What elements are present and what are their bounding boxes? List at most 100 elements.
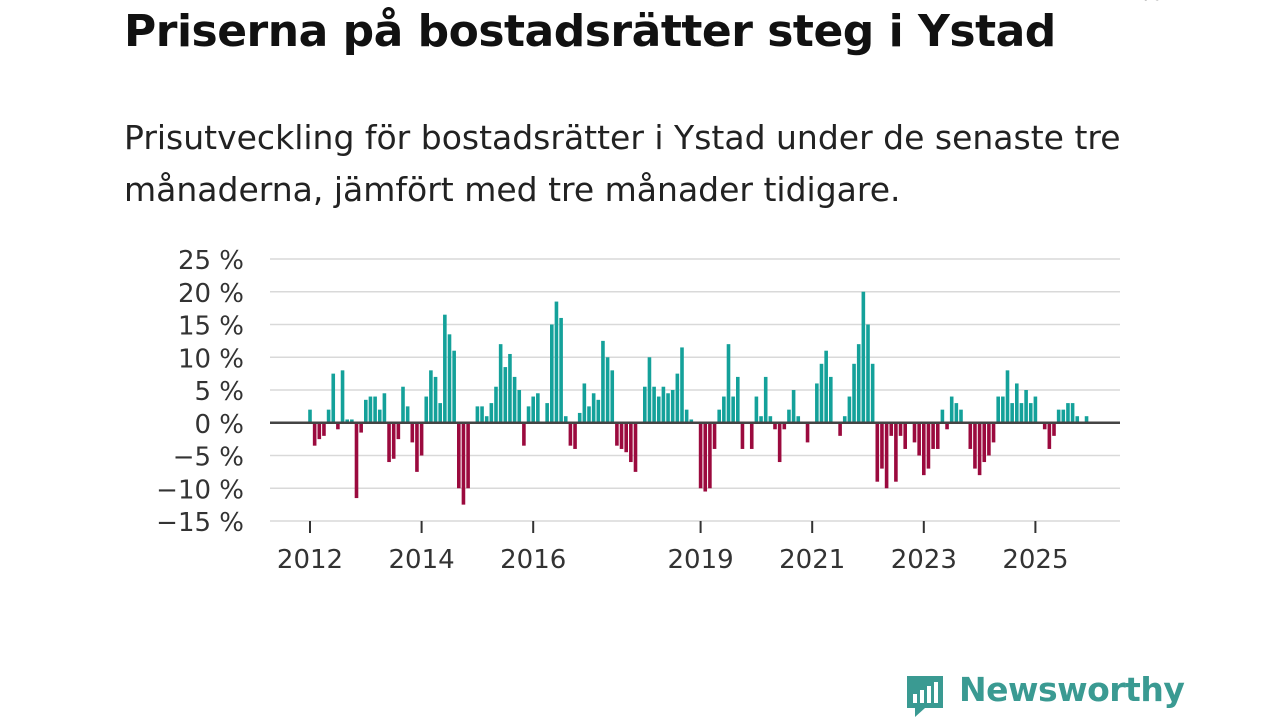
bar — [559, 317, 563, 423]
bar — [1015, 383, 1019, 423]
bar — [759, 416, 763, 423]
bar — [1084, 416, 1089, 423]
bar — [782, 422, 787, 430]
bar — [935, 422, 940, 449]
bar — [1047, 422, 1052, 449]
bar — [1033, 396, 1038, 423]
bar — [903, 422, 907, 449]
y-tick-label: 10 % — [178, 344, 244, 374]
bar — [749, 422, 754, 449]
bar — [680, 347, 684, 423]
y-tick-label: −5 % — [173, 443, 244, 473]
bar — [884, 422, 889, 489]
bar — [898, 422, 903, 436]
bar — [1061, 409, 1066, 423]
bar — [419, 422, 424, 456]
bar — [373, 396, 377, 423]
bar — [629, 422, 633, 463]
bar — [875, 422, 880, 482]
bar — [717, 409, 721, 423]
bar — [508, 353, 512, 423]
bar — [526, 406, 531, 423]
bar — [624, 422, 628, 453]
bar — [768, 416, 773, 423]
bar — [345, 419, 349, 423]
bar — [773, 422, 777, 430]
bar — [1010, 403, 1014, 423]
bar — [838, 422, 842, 436]
bar — [842, 416, 847, 423]
x-tick-label: 2016 — [500, 545, 566, 575]
newsworthy-logo-text: Newsworthy — [959, 670, 1185, 709]
bar — [601, 340, 605, 423]
bar — [647, 357, 652, 423]
bar — [708, 422, 712, 489]
bar — [503, 367, 508, 423]
bar-series — [308, 291, 1089, 505]
bar — [587, 406, 591, 423]
bar — [991, 422, 996, 443]
bar — [917, 422, 921, 456]
bar — [457, 422, 461, 489]
bar — [596, 399, 601, 423]
bar — [815, 383, 819, 423]
bar — [382, 393, 387, 423]
bar — [452, 350, 456, 423]
bar — [1005, 370, 1010, 423]
bar — [312, 422, 317, 446]
x-tick-label: 2019 — [668, 545, 734, 575]
bar — [643, 386, 647, 423]
bar — [438, 403, 442, 423]
chart-title: Priserna på bostadsrätter steg i Ystad — [124, 6, 1056, 57]
bar — [1001, 396, 1005, 423]
bar — [550, 324, 554, 423]
bar — [466, 422, 470, 489]
bar — [396, 422, 401, 440]
bar — [656, 396, 661, 423]
bar — [433, 376, 438, 423]
bar — [712, 422, 717, 449]
bar — [856, 344, 861, 423]
bar — [336, 422, 340, 430]
y-tick-label: 15 % — [178, 312, 244, 342]
bar — [605, 357, 610, 423]
bar — [331, 373, 336, 423]
y-tick-label: 5 % — [194, 377, 244, 407]
y-axis-labels: 25 %20 %15 %10 %5 %0 %−5 %−10 %−15 % — [156, 246, 244, 538]
bar — [787, 409, 791, 423]
bar — [1056, 409, 1061, 423]
y-tick-label: −10 % — [156, 475, 244, 505]
bar — [959, 409, 963, 423]
bar — [740, 422, 745, 449]
bar — [340, 370, 345, 423]
bar — [1019, 403, 1024, 423]
bar — [982, 422, 987, 463]
bar — [1028, 403, 1033, 423]
bar — [484, 416, 489, 423]
bar — [996, 396, 1000, 423]
bar — [652, 386, 656, 423]
bar — [554, 301, 559, 423]
x-tick-label: 2012 — [277, 545, 343, 575]
bar — [1042, 422, 1047, 430]
bar — [489, 403, 494, 423]
bar — [703, 422, 708, 492]
bar — [359, 422, 363, 433]
bar — [894, 422, 898, 482]
bar — [922, 422, 926, 476]
bar — [977, 422, 982, 476]
bar — [498, 344, 503, 423]
bar — [754, 396, 759, 423]
bar — [689, 419, 694, 423]
bar — [447, 334, 452, 423]
bar — [670, 390, 675, 423]
y-tick-label: 0 % — [194, 410, 244, 440]
bar — [401, 386, 405, 423]
bar — [805, 422, 810, 443]
bar — [424, 396, 429, 423]
bar — [322, 422, 326, 436]
bar — [731, 396, 735, 423]
bar — [591, 393, 596, 423]
bar — [536, 393, 540, 423]
